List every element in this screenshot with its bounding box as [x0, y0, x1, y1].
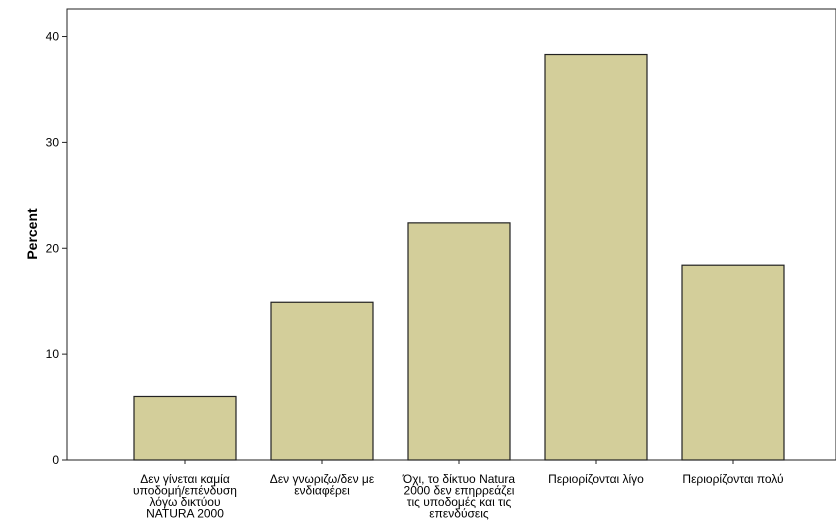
x-tick-label: Όχι, το δίκτυο Natura 2000 δεν επηρρεάζει… — [402, 472, 516, 521]
x-tick-label-line: ενδιαφέρει — [294, 484, 350, 498]
x-tick-label-line: Περιορίζονται πολύ — [682, 472, 783, 486]
y-tick-label: 0 — [52, 453, 59, 467]
x-tick-label-line: Δεν γνωριζω/δεν με — [270, 472, 375, 486]
x-tick-label-line: τις υποδομές και τις — [407, 495, 512, 509]
y-axis: 0 10 20 30 40 — [46, 30, 67, 467]
x-axis: Δεν γίνεται καμία υποδομή/επένδυση λόγω δι… — [133, 460, 784, 521]
y-tick-label: 20 — [46, 241, 60, 255]
bars-group — [133, 53, 785, 461]
x-tick-label-line: επενδύσεις — [429, 507, 489, 521]
bar — [270, 301, 374, 461]
x-tick-label: Περιορίζονται πολύ — [682, 472, 783, 486]
bar — [681, 264, 785, 461]
x-tick-label-line: λόγω δικτύου — [149, 495, 220, 509]
y-axis-label: Percent — [24, 208, 40, 260]
x-tick-label: Δεν γνωριζω/δεν με ενδιαφέρει — [270, 472, 375, 498]
y-tick-label: 30 — [46, 135, 60, 149]
x-tick-label-line: 2000 δεν επηρρεάζει — [404, 484, 515, 498]
y-tick-label: 10 — [46, 347, 60, 361]
bar — [544, 53, 648, 461]
x-tick-label-line: υποδομή/επένδυση — [133, 484, 237, 498]
x-tick-label-line: Όχι, το δίκτυο Natura — [402, 472, 516, 486]
x-tick-label-line: Δεν γίνεται καμία — [140, 472, 230, 486]
y-tick-label: 40 — [46, 30, 60, 44]
bar — [133, 395, 237, 461]
bar — [407, 222, 511, 461]
x-tick-label-line: NATURA 2000 — [146, 507, 224, 521]
x-tick-label: Περιορίζονται λίγο — [548, 472, 644, 486]
x-tick-label-line: Περιορίζονται λίγο — [548, 472, 644, 486]
x-tick-label: Δεν γίνεται καμία υποδομή/επένδυση λόγω δι… — [133, 472, 237, 521]
